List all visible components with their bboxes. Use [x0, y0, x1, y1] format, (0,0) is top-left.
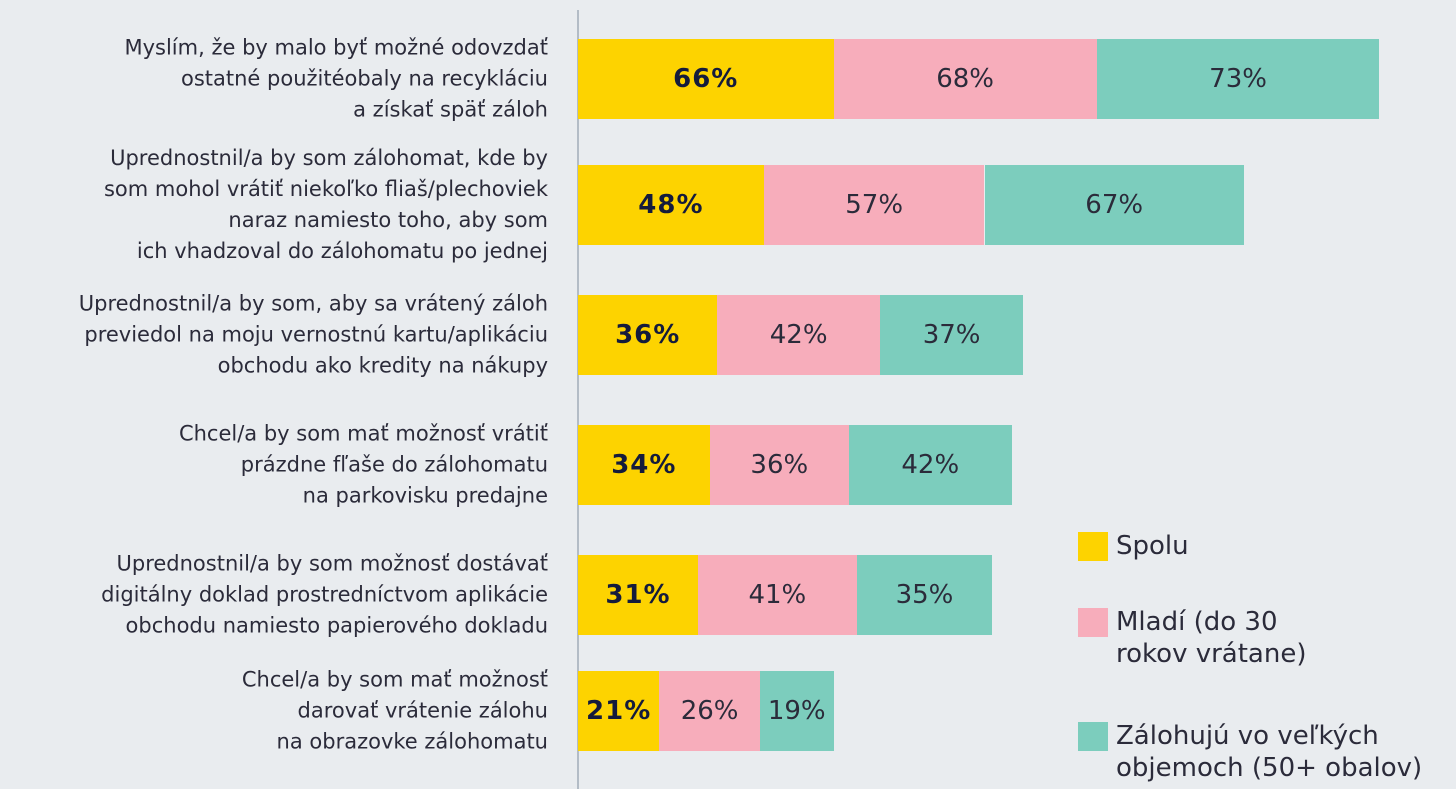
value-label: 73%	[1209, 64, 1267, 94]
value-label: 37%	[922, 320, 981, 350]
category-label: Uprednostnil/a by som možnosť dostávať d…	[101, 551, 548, 638]
bar-segment: 26%	[659, 671, 760, 751]
value-label: 48%	[638, 190, 704, 220]
bar-segment: 36%	[709, 425, 849, 505]
legend-swatch	[1078, 722, 1108, 751]
category-label: Uprednostnil/a by som zálohomat, kde by …	[103, 146, 548, 263]
category-label: Chcel/a by som mať možnosť vrátiť prázdn…	[178, 421, 548, 508]
bar-segment: 34%	[578, 425, 710, 505]
value-label: 34%	[611, 450, 677, 480]
value-label: 35%	[895, 580, 954, 610]
value-label: 19%	[767, 696, 826, 726]
legend-swatch	[1078, 608, 1108, 637]
bar-segment: 35%	[856, 555, 993, 635]
bar-segment: 68%	[833, 39, 1097, 119]
value-label: 36%	[750, 450, 809, 480]
value-label: 42%	[901, 450, 960, 480]
category-label: Myslím, že by malo byť možné odovzdať os…	[124, 35, 548, 122]
value-label: 57%	[845, 190, 904, 220]
bar-segment: 42%	[849, 425, 1012, 505]
legend-label: Mladí (do 30 rokov vrátane)	[1116, 607, 1307, 669]
value-label: 68%	[936, 64, 995, 94]
bar-segment: 36%	[578, 295, 718, 375]
bar-segment: 19%	[759, 671, 834, 751]
value-label: 21%	[586, 696, 652, 726]
value-label: 26%	[680, 696, 739, 726]
value-label: 31%	[605, 580, 671, 610]
bar-segment: 73%	[1096, 39, 1380, 119]
value-label: 66%	[673, 64, 739, 94]
axis-line	[577, 10, 579, 789]
bar-segment: 66%	[578, 39, 834, 119]
bar-segment: 41%	[698, 555, 857, 635]
value-label: 36%	[615, 320, 681, 350]
value-label: 41%	[748, 580, 807, 610]
value-label: 67%	[1085, 190, 1144, 220]
bar-segment: 57%	[763, 165, 985, 245]
bar-segment: 42%	[717, 295, 880, 375]
bar-segment: 21%	[578, 671, 660, 751]
value-label: 42%	[769, 320, 828, 350]
bar-segment: 48%	[578, 165, 764, 245]
category-label: Uprednostnil/a by som, aby sa vrátený zá…	[78, 291, 548, 378]
bar-segment: 67%	[984, 165, 1244, 245]
legend-swatch	[1078, 532, 1108, 561]
category-label: Chcel/a by som mať možnosť darovať vráte…	[241, 667, 548, 754]
legend-label: Zálohujú vo veľkých objemoch (50+ obalov…	[1116, 721, 1423, 783]
bar-segment: 37%	[879, 295, 1024, 375]
bar-segment: 31%	[578, 555, 698, 635]
legend-label: Spolu	[1116, 531, 1189, 561]
